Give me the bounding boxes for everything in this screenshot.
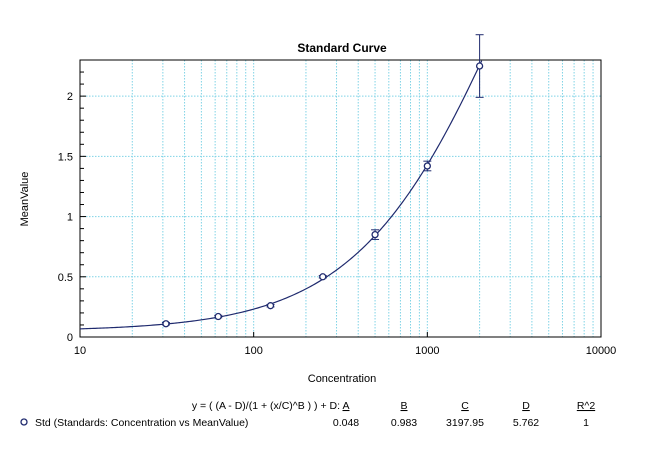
y-tick-label: 0.5 bbox=[58, 272, 73, 284]
x-axis-title: Concentration bbox=[308, 373, 377, 385]
fit-value-a: 0.048 bbox=[333, 417, 359, 429]
fit-equation: y = ( (A - D)/(1 + (x/C)^B ) ) + D: bbox=[192, 400, 340, 412]
data-point bbox=[475, 62, 484, 70]
fit-value-d: 5.762 bbox=[513, 417, 539, 429]
fit-curve bbox=[79, 60, 483, 330]
fit-legend: y = ( (A - D)/(1 + (x/C)^B ) ) + D: A B … bbox=[20, 400, 596, 429]
y-axis-title: MeanValue bbox=[19, 172, 31, 227]
x-tick-label: 1000 bbox=[415, 345, 439, 357]
fit-header-a: A bbox=[342, 400, 349, 412]
data-point bbox=[162, 320, 170, 328]
y-tick-label: 1 bbox=[67, 212, 73, 224]
legend-marker-icon bbox=[20, 418, 28, 426]
y-tick-label: 0 bbox=[67, 332, 73, 344]
fit-header-r2: R^2 bbox=[577, 400, 596, 412]
x-tick-label: 10 bbox=[74, 345, 86, 357]
plot-frame bbox=[79, 59, 602, 338]
fit-value-r2: 1 bbox=[583, 417, 589, 429]
fit-curve-group bbox=[79, 60, 483, 330]
fit-header-d: D bbox=[522, 400, 530, 412]
axis-ticks: 10 100 1000 10000 0 0.5 1 1.5 2 bbox=[58, 71, 617, 357]
fit-value-b: 0.983 bbox=[391, 417, 417, 429]
data-point bbox=[371, 230, 379, 239]
y-tick-label: 1.5 bbox=[58, 151, 73, 163]
data-point bbox=[266, 302, 275, 310]
x-tick-label: 100 bbox=[244, 345, 262, 357]
y-tick-label: 2 bbox=[67, 91, 73, 103]
data-point bbox=[319, 273, 327, 281]
data-point bbox=[423, 162, 431, 170]
gridlines bbox=[80, 60, 601, 337]
fit-header-c: C bbox=[461, 400, 469, 412]
x-tick-label: 10000 bbox=[586, 345, 617, 357]
fit-header-b: B bbox=[400, 400, 407, 412]
legend-series-label: Std (Standards: Concentration vs MeanVal… bbox=[35, 417, 248, 429]
data-point bbox=[214, 312, 222, 321]
fit-value-c: 3197.95 bbox=[446, 417, 484, 429]
chart-title: Standard Curve bbox=[297, 41, 387, 55]
data-points bbox=[161, 34, 484, 328]
